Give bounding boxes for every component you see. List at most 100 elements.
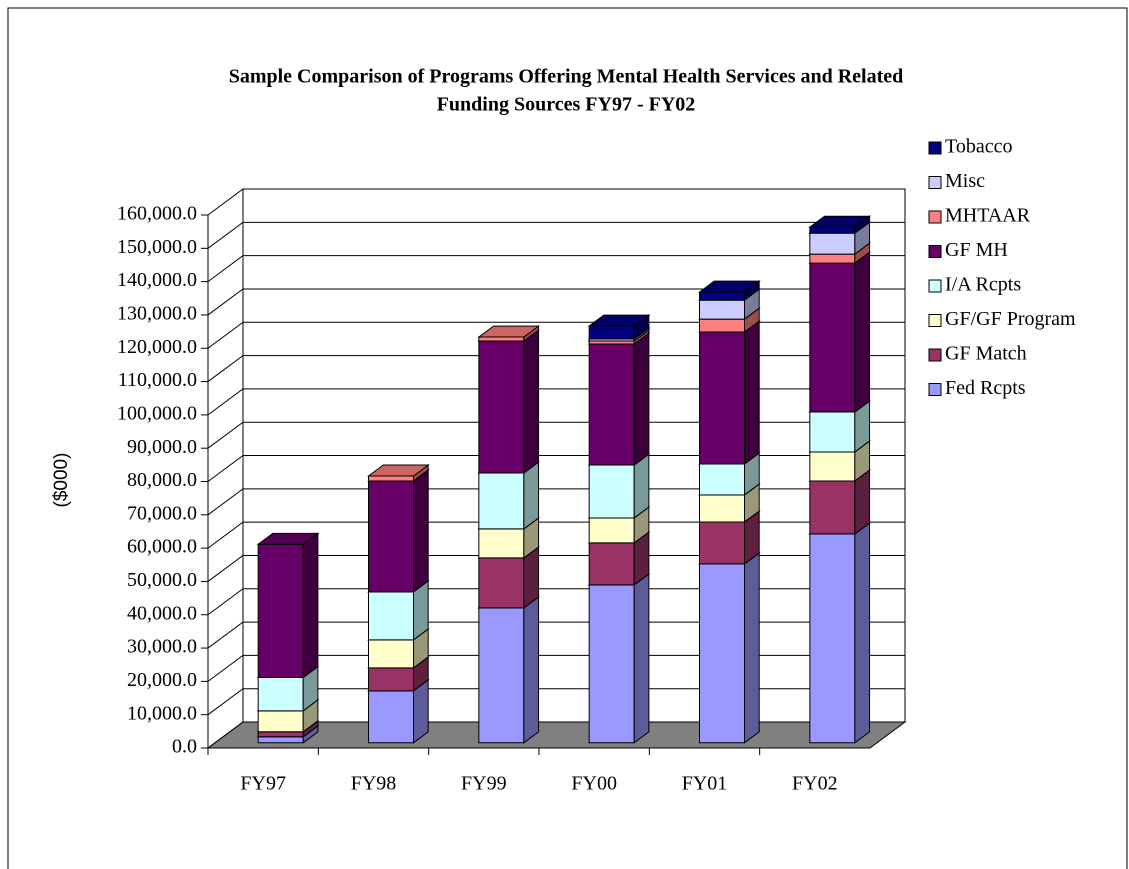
bar-top (587, 314, 651, 327)
bar-side (633, 332, 650, 466)
legend-swatch (928, 348, 942, 362)
bar-front (809, 411, 856, 453)
grid-line (207, 521, 905, 549)
bar-front (478, 472, 525, 530)
bar-front (809, 451, 856, 482)
bar-front (809, 480, 856, 535)
grid-line (207, 688, 905, 716)
bar-front (478, 607, 525, 744)
grid-line (207, 388, 905, 416)
y-axis-label: ($000) (51, 453, 72, 508)
bar-side (302, 532, 319, 679)
y-tick-label: 0.0 (172, 736, 197, 758)
y-tick-label: 150,000.0 (117, 236, 197, 258)
bar-front (478, 528, 525, 559)
bar-top (697, 280, 761, 293)
grid-line (207, 288, 905, 316)
bar-side (413, 469, 429, 593)
x-tick-label: FY98 (351, 773, 397, 795)
grid-line (207, 488, 905, 516)
bar-front (588, 325, 635, 340)
y-tick-label: 70,000.0 (127, 502, 197, 524)
y-tick-label: 140,000.0 (117, 269, 197, 291)
bar-front (368, 591, 414, 641)
bar-front (699, 563, 745, 744)
legend-label: I/A Rcpts (945, 274, 1021, 296)
y-tick-label: 40,000.0 (127, 602, 197, 624)
x-tick-label: FY00 (571, 773, 617, 795)
bar-front (478, 336, 525, 342)
legend-swatch (928, 314, 942, 327)
bar-front (588, 464, 635, 519)
y-tick-label: 30,000.0 (127, 636, 197, 658)
y-tick-label: 60,000.0 (127, 536, 197, 558)
y-tick-label: 120,000.0 (117, 336, 197, 358)
bar-front (809, 262, 856, 413)
legend-label: GF/GF Program (945, 308, 1076, 330)
bar-front (699, 318, 745, 333)
chart-title: Sample Comparison of Programs Offering M… (229, 66, 904, 88)
chart-title: Funding Sources FY97 - FY02 (437, 94, 696, 116)
grid-line (207, 221, 905, 249)
bar-front (809, 226, 856, 234)
grid-line (207, 554, 905, 582)
legend-swatch (928, 245, 942, 258)
bar-side (744, 551, 760, 744)
bar-front (809, 533, 856, 744)
y-tick-label: 110,000.0 (118, 369, 197, 391)
y-tick-label: 90,000.0 (127, 436, 197, 458)
legend-swatch (928, 141, 942, 155)
bar-front (588, 542, 635, 586)
bar-front (478, 557, 525, 609)
bar-side (523, 329, 540, 474)
grid-line (207, 455, 905, 482)
bar-front (257, 736, 304, 744)
grid-line (207, 588, 905, 616)
legend-label: MHTAAR (945, 205, 1031, 227)
x-tick-label: FY01 (682, 773, 728, 795)
bar-front (699, 521, 745, 565)
bar-top (477, 325, 541, 338)
bar-front (257, 731, 304, 738)
bar-front (809, 253, 856, 264)
y-tick-label: 160,000.0 (117, 203, 197, 225)
y-tick-label: 130,000.0 (117, 303, 197, 325)
x-tick-label: FY97 (240, 773, 286, 795)
bar-front (368, 480, 414, 593)
grid-line (207, 621, 905, 649)
y-tick-label: 20,000.0 (127, 669, 197, 691)
bar-front (257, 710, 304, 733)
bar-side (854, 251, 871, 414)
x-tick-label: FY99 (461, 773, 507, 795)
y-tick-label: 100,000.0 (117, 402, 197, 424)
legend-label: GF Match (945, 343, 1027, 365)
bar-front (588, 343, 635, 466)
bar-top (808, 215, 872, 228)
grid-line (207, 421, 905, 449)
legend-label: GF MH (945, 239, 1008, 261)
bar-front (588, 517, 635, 544)
bar-front (699, 291, 745, 301)
legend-swatch (928, 176, 942, 189)
grid-line (207, 255, 905, 283)
bar-side (854, 522, 871, 744)
bar-front (368, 667, 414, 692)
legend-label: Tobacco (945, 136, 1012, 158)
bar-top (256, 532, 320, 545)
legend-label: Fed Rcpts (945, 377, 1026, 399)
bar-front (699, 463, 745, 496)
bar-side (744, 320, 760, 465)
y-tick-label: 50,000.0 (127, 569, 197, 591)
bar-front (368, 475, 414, 482)
y-tick-label: 80,000.0 (127, 469, 197, 491)
bar-front (699, 494, 745, 523)
legend-swatch (928, 210, 942, 224)
grid-line (207, 654, 905, 682)
bar-front (257, 543, 304, 679)
y-tick-label: 10,000.0 (127, 702, 197, 724)
grid-line (207, 721, 905, 749)
bar-front (257, 677, 304, 712)
legend-label: Misc (945, 170, 985, 192)
bar-front (809, 232, 856, 255)
